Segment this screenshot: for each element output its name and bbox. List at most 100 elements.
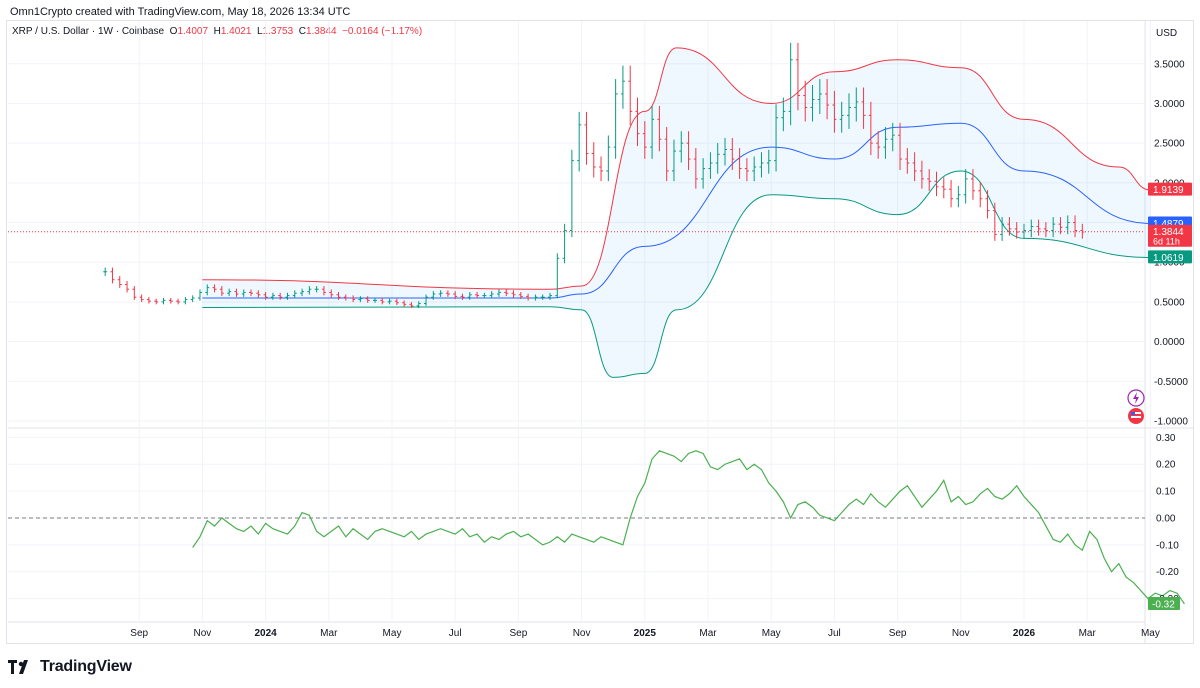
time-tick-label: Sep (889, 628, 907, 639)
time-tick-label: 2025 (634, 628, 657, 639)
candle (708, 152, 713, 179)
candle (445, 290, 450, 297)
symbol-description[interactable]: XRP / U.S. Dollar · 1W · Coinbase (12, 26, 165, 37)
candle (154, 298, 159, 305)
tradingview-logo-icon (8, 660, 28, 674)
high-label: H (213, 26, 221, 37)
candle (424, 294, 429, 306)
low-label: L (256, 26, 263, 37)
ohlc-legend: XRP / U.S. Dollar · 1W · Coinbase O1.400… (12, 26, 422, 37)
grid-layer (8, 21, 1194, 643)
candle (533, 294, 538, 301)
candle (752, 156, 757, 182)
candle (103, 267, 108, 276)
high-value: 1.4021 (220, 26, 252, 37)
candle (569, 149, 574, 238)
candle (205, 284, 210, 296)
candle (832, 90, 837, 133)
candle (125, 281, 130, 293)
candle (219, 286, 224, 297)
lower-band-line (202, 170, 1151, 378)
candle (839, 101, 844, 133)
price-tick-label: -0.5000 (1154, 377, 1188, 388)
axes: 3.50003.00002.50002.00001.50001.00000.50… (130, 59, 1192, 639)
candle (992, 202, 997, 241)
indicator-tick-label: -0.10 (1156, 540, 1179, 551)
candle (701, 158, 706, 189)
lightning-icon[interactable] (1127, 389, 1145, 407)
candle (599, 156, 604, 182)
candle (227, 288, 232, 297)
candle (744, 158, 749, 182)
candle (795, 42, 800, 111)
candle (190, 295, 195, 303)
candle (1007, 217, 1012, 236)
candle (234, 288, 239, 297)
time-tick-label: Mar (1079, 628, 1097, 639)
candle (256, 290, 261, 298)
candle (453, 291, 458, 300)
candle (176, 298, 181, 305)
candle (168, 297, 173, 304)
chart-frame (6, 20, 1194, 644)
candle (766, 149, 771, 174)
indicator-tick-label: 0.10 (1156, 487, 1176, 498)
candle (526, 293, 531, 301)
candle (854, 87, 859, 122)
time-tick-label: Jul (449, 628, 462, 639)
candle (212, 284, 217, 293)
flag-icon[interactable] (1128, 408, 1144, 424)
candle (460, 293, 465, 300)
price-tick-label: 3.5000 (1154, 59, 1185, 70)
candle (919, 160, 924, 189)
candle (504, 289, 509, 297)
candlestick-series (8, 42, 1145, 309)
time-tick-label: 2026 (1013, 628, 1036, 639)
candle (876, 131, 881, 159)
candle (351, 295, 356, 303)
candle (970, 169, 975, 200)
candle (300, 288, 305, 297)
price-axis-label-text: 1.3844 (1153, 227, 1184, 238)
countdown-label: 6d 11h (1153, 237, 1180, 247)
candle (365, 296, 370, 303)
price-axis-label[interactable]: 1.0619 (1148, 250, 1192, 264)
candle (817, 79, 822, 115)
price-tick-label: -1.0000 (1154, 417, 1188, 428)
indicator-tick-label: 0.00 (1156, 513, 1176, 524)
candle (890, 122, 895, 152)
time-tick-label: Mar (320, 628, 338, 639)
candle (467, 291, 472, 300)
chart-credit: Omn1Crypto created with TradingView.com,… (10, 6, 351, 18)
change-value: −0.0164 (−1.17%) (342, 26, 423, 37)
candle (723, 137, 728, 166)
candle (548, 292, 552, 300)
candle (1065, 215, 1070, 235)
open-value: 1.4007 (177, 26, 209, 37)
candle (1000, 217, 1005, 241)
candle (912, 152, 917, 182)
candle (278, 292, 283, 300)
candle (1051, 217, 1056, 238)
candle (1036, 219, 1041, 236)
candle (562, 223, 567, 264)
time-tick-label: Sep (510, 628, 528, 639)
price-axis-label[interactable]: 1.9139 (1148, 182, 1192, 197)
candle (868, 101, 873, 156)
time-tick-label: Jul (828, 628, 841, 639)
candle (1029, 219, 1034, 238)
time-tick-label: May (383, 628, 402, 639)
close-label: C (298, 26, 306, 37)
candle (314, 286, 319, 293)
currency-label[interactable]: USD (1156, 28, 1177, 39)
price-tick-label: 3.0000 (1154, 99, 1185, 110)
time-tick-label: Nov (194, 628, 212, 639)
candle (941, 177, 946, 199)
time-tick-label: Nov (952, 628, 970, 639)
time-tick-label: Sep (130, 628, 148, 639)
candle (197, 289, 202, 301)
candle (518, 291, 523, 300)
indicator-last-value[interactable]: -0.32 (1148, 596, 1180, 611)
